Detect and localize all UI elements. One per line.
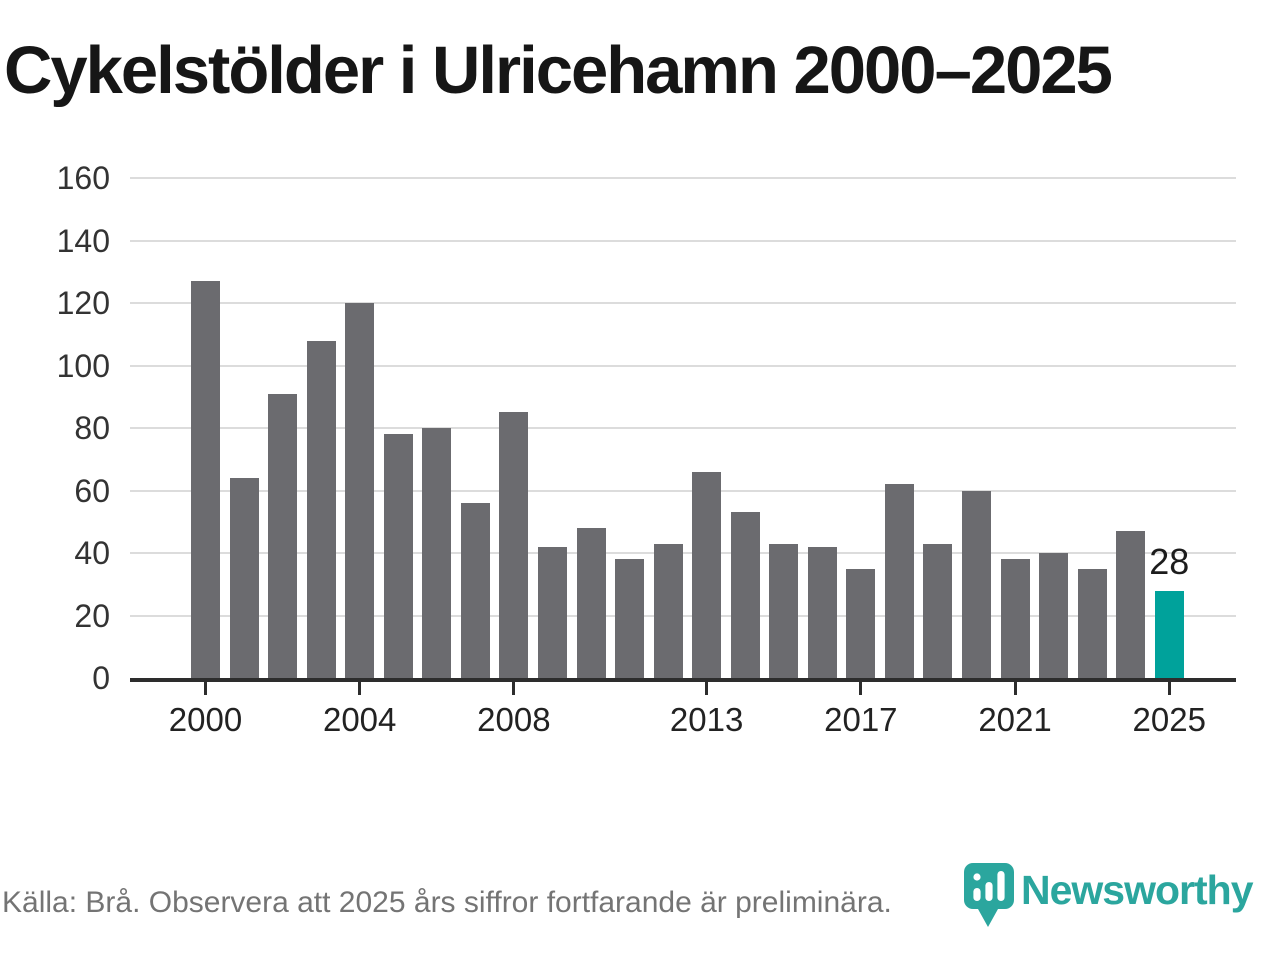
y-tick-label-80: 80 (74, 410, 110, 446)
bar-2025 (1154, 590, 1184, 678)
x-tick-label-2025: 2025 (1132, 701, 1206, 738)
gridline-160 (130, 177, 1236, 179)
bar-2012 (653, 543, 683, 678)
x-tick-2000 (204, 682, 207, 695)
bar-2006 (422, 428, 452, 678)
gridline-80 (130, 427, 1236, 429)
y-tick-label-160: 160 (56, 160, 110, 196)
bar-2003 (306, 340, 336, 678)
bar-2008 (499, 412, 529, 678)
bar-2009 (537, 546, 567, 678)
bar-2013 (692, 471, 722, 678)
source-note: Källa: Brå. Observera att 2025 års siffr… (2, 886, 892, 919)
bar-2017 (846, 568, 876, 678)
x-tick-label-2000: 2000 (168, 701, 243, 738)
bar-2020 (962, 490, 991, 678)
y-tick-label-60: 60 (74, 472, 110, 509)
bar-2014 (730, 512, 760, 678)
x-tick-2025 (1167, 682, 1171, 695)
gridline-140 (130, 239, 1236, 242)
x-tick-2017 (859, 682, 863, 695)
y-tick-label-100: 100 (56, 347, 110, 384)
bar-2001 (229, 478, 259, 678)
bar-2011 (615, 559, 645, 678)
newsworthy-logo-wordmark: Newsworthy (1021, 867, 1253, 913)
x-tick-2004 (358, 682, 362, 695)
x-tick-label-2021: 2021 (978, 701, 1052, 738)
y-tick-label-140: 140 (56, 222, 110, 259)
bar-2002 (268, 393, 298, 678)
bar-2005 (383, 434, 413, 678)
y-tick-label-120: 120 (56, 285, 110, 321)
x-tick-2008 (512, 682, 516, 695)
x-tick-label-2004: 2004 (322, 701, 397, 738)
x-tick-label-2017: 2017 (824, 701, 898, 738)
gridline-20 (130, 614, 1236, 617)
bar-2023 (1077, 568, 1107, 678)
bar-2016 (807, 546, 837, 678)
bar-2018 (884, 484, 914, 678)
x-tick-label-2008: 2008 (477, 701, 551, 738)
bar-2000 (191, 281, 220, 678)
x-tick-label-2013: 2013 (669, 701, 744, 738)
newsworthy-logo: Newsworthy (963, 862, 1253, 932)
newsworthy-logo-icon (964, 863, 1014, 927)
bar-2004 (345, 303, 375, 678)
y-tick-label-0: 0 (92, 660, 110, 696)
bar-2022 (1039, 553, 1069, 678)
gridline-60 (130, 489, 1236, 492)
bar-2021 (1000, 559, 1030, 678)
gridline-40 (130, 552, 1236, 554)
y-tick-label-40: 40 (74, 535, 110, 571)
bar-2007 (460, 503, 490, 678)
chart-title: Cykelstölder i Ulricehamn 2000–2025 (4, 33, 1113, 108)
gridline-120 (130, 302, 1236, 304)
highlight-value-label: 28 (1149, 540, 1190, 582)
y-tick-label-20: 20 (74, 597, 110, 634)
bar-2019 (923, 543, 953, 678)
x-tick-2013 (705, 682, 709, 695)
x-axis-baseline (130, 678, 1236, 682)
x-tick-2021 (1013, 682, 1017, 695)
gridline-100 (130, 364, 1236, 367)
bar-2024 (1116, 531, 1146, 678)
bar-2010 (576, 528, 606, 678)
bar-2015 (769, 543, 799, 678)
